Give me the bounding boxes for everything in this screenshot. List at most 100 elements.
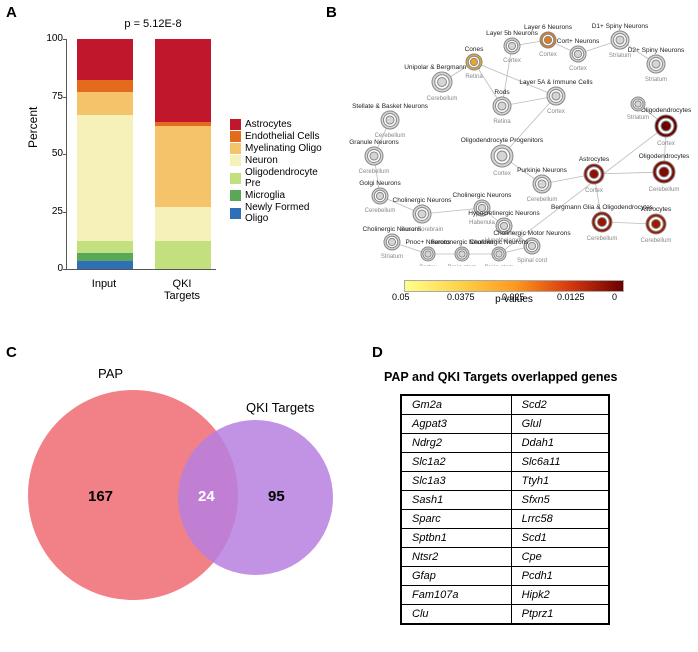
bar-segment xyxy=(77,80,133,92)
gene-cell: Slc6a11 xyxy=(511,453,609,472)
svg-text:Layer 6 Neurons: Layer 6 Neurons xyxy=(524,24,573,31)
colorbar-tick: 0.0125 xyxy=(557,292,585,302)
gene-cell: Hipk2 xyxy=(511,586,609,605)
x-category-label: QKI Targets xyxy=(154,278,210,302)
gene-cell: Ttyh1 xyxy=(511,472,609,491)
svg-text:Hypocretinergic Neurons: Hypocretinergic Neurons xyxy=(468,210,540,217)
colorbar-tick: 0.025 xyxy=(502,292,525,302)
legend-label: Neuron xyxy=(245,155,278,166)
svg-text:Cortex: Cortex xyxy=(493,171,511,177)
legend-row: Myelinating Oligo xyxy=(230,143,328,154)
colorbar-tick: 0.05 xyxy=(392,292,410,302)
legend-swatch xyxy=(230,119,241,130)
colorbar: 0.050.03750.0250.01250 p-values xyxy=(404,280,624,316)
legend-swatch xyxy=(230,131,241,142)
tree-node: Cholinergic Motor NeuronsSpinal cord xyxy=(493,230,571,264)
svg-text:Layer 5A & Immune Cells: Layer 5A & Immune Cells xyxy=(519,79,593,86)
venn-count-left: 167 xyxy=(88,488,113,505)
bar-segment xyxy=(155,39,211,122)
legend-label: Astrocytes xyxy=(245,119,292,130)
gene-cell: Sparc xyxy=(401,510,511,529)
svg-text:Cerebellum: Cerebellum xyxy=(649,187,680,193)
gene-cell: Clu xyxy=(401,605,511,625)
bar-segment xyxy=(77,39,133,80)
svg-text:Granule Neurons: Granule Neurons xyxy=(349,139,399,146)
panel-label-c: C xyxy=(6,344,17,361)
svg-text:Cortex: Cortex xyxy=(419,265,437,266)
table-row: Ntsr2Cpe xyxy=(401,548,609,567)
gene-cell: Agpat3 xyxy=(401,415,511,434)
gene-cell: Lrrc58 xyxy=(511,510,609,529)
tree-node: Cort+ Neurons Cortex xyxy=(557,38,600,72)
enrichment-tree: Stellate & Basket NeuronsCerebellumGranu… xyxy=(334,6,692,271)
gene-cell: Ptprz1 xyxy=(511,605,609,625)
y-tick: 75 xyxy=(39,91,63,102)
y-axis-label: Percent xyxy=(26,107,40,148)
svg-text:Layer 5b Neurons: Layer 5b Neurons xyxy=(486,30,538,37)
svg-text:Cholinergic Neurons: Cholinergic Neurons xyxy=(393,197,453,204)
bar-qki-targets xyxy=(155,40,211,269)
gene-cell: Sash1 xyxy=(401,491,511,510)
tree-node: ConesRetina xyxy=(465,46,485,80)
gene-cell: Cpe xyxy=(511,548,609,567)
table-row: Sptbn1Scd1 xyxy=(401,529,609,548)
venn-count-right: 95 xyxy=(268,488,285,505)
gene-cell: Sfxn5 xyxy=(511,491,609,510)
svg-text:Spinal cord: Spinal cord xyxy=(517,258,547,264)
table-row: Gm2aScd2 xyxy=(401,395,609,415)
gene-cell: Ndrg2 xyxy=(401,434,511,453)
tree-node: AstrocytesCortex xyxy=(579,156,610,194)
svg-text:Striatum: Striatum xyxy=(645,77,667,83)
legend-row: Microglia xyxy=(230,190,328,201)
panel-c-venn: PAPQKI Targets1672495 xyxy=(18,360,358,640)
tree-node: D2+ Spiny NeuronsStriatum xyxy=(628,47,685,83)
colorbar-tick: 0 xyxy=(612,292,617,302)
bar-segment xyxy=(155,207,211,242)
svg-text:Cortex: Cortex xyxy=(503,58,521,64)
svg-text:Cortex: Cortex xyxy=(569,66,587,72)
legend-swatch xyxy=(230,143,241,154)
bar-segment xyxy=(155,241,211,269)
venn-label-left: PAP xyxy=(98,366,123,381)
svg-text:Cort+ Neurons: Cort+ Neurons xyxy=(557,38,600,45)
panel-label-d: D xyxy=(372,344,383,361)
gene-cell: Scd2 xyxy=(511,395,609,415)
svg-text:Cholinergic Neurons: Cholinergic Neurons xyxy=(363,226,423,233)
svg-text:Retina: Retina xyxy=(493,119,511,125)
svg-text:Cortex: Cortex xyxy=(547,109,565,115)
gene-cell: Scd1 xyxy=(511,529,609,548)
gene-cell: Pcdh1 xyxy=(511,567,609,586)
legend-row: Neuron xyxy=(230,155,328,166)
svg-text:Golgi Neurons: Golgi Neurons xyxy=(359,180,401,187)
svg-text:Cortex: Cortex xyxy=(539,52,557,58)
panel-d-table: PAP and QKI Targets overlapped genes Gm2… xyxy=(380,370,680,625)
bar-input xyxy=(77,40,133,269)
legend-swatch xyxy=(230,173,241,184)
svg-text:D1+ Spiny Neurons: D1+ Spiny Neurons xyxy=(592,23,649,30)
y-tick: 50 xyxy=(39,148,63,159)
tree-node: Granule Neurons Cerebellum xyxy=(349,139,399,175)
bar-segment xyxy=(77,241,133,253)
venn-label-right: QKI Targets xyxy=(246,400,314,415)
x-category-label: Input xyxy=(76,278,132,290)
table-row: Slc1a2Slc6a11 xyxy=(401,453,609,472)
legend-row: Endothelial Cells xyxy=(230,131,328,142)
bar-segment xyxy=(77,261,133,269)
gene-cell: Ntsr2 xyxy=(401,548,511,567)
legend-swatch xyxy=(230,190,241,201)
legend-label: Oligodendrocyte Pre xyxy=(245,167,328,189)
legend-label: Newly Formed Oligo xyxy=(245,202,328,224)
legend-swatch xyxy=(230,155,241,166)
svg-text:Cerebellum: Cerebellum xyxy=(359,169,390,175)
table-row: Slc1a3Ttyh1 xyxy=(401,472,609,491)
colorbar-tick: 0.0375 xyxy=(447,292,475,302)
legend-row: Oligodendrocyte Pre xyxy=(230,167,328,189)
bar-segment xyxy=(77,115,133,242)
svg-text:Oligodendrocytes: Oligodendrocytes xyxy=(641,107,692,114)
table-row: Fam107aHipk2 xyxy=(401,586,609,605)
svg-text:Oligodendrocyte Progenitors: Oligodendrocyte Progenitors xyxy=(461,137,544,144)
tree-node: Layer 5A & Immune Cells Cortex xyxy=(519,79,593,115)
svg-text:Cerebellum: Cerebellum xyxy=(365,208,396,214)
bar-segment xyxy=(155,122,211,127)
svg-text:Cortex: Cortex xyxy=(585,188,603,194)
